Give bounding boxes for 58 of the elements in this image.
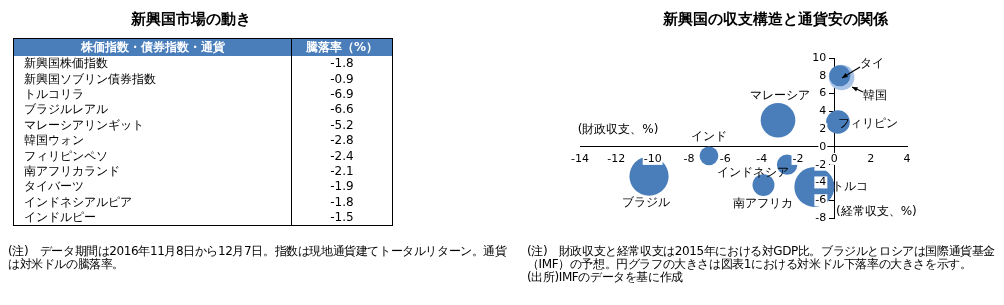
y-tick-label: 4 <box>819 104 827 118</box>
series-label: マレーシア <box>750 88 811 103</box>
text: (注) 財政収支と経常収支は2015年における対GDP比。ブラジルとロシアは国際通貨基金（IMF）の予想。円グラフの大きさは図表1における対米ドル下落率の大きさを示す。 <box>527 244 997 271</box>
text: (出所)IMFのデータを基に作成 <box>527 270 684 284</box>
x-tick-label: 4 <box>903 151 911 165</box>
x-tick-label: -12 <box>607 151 626 165</box>
data-label: -2.1 <box>291 163 393 180</box>
category-label: トルコリラ <box>23 86 85 103</box>
series-label: タイ <box>859 55 884 70</box>
category-label: 南アフリカランド <box>23 163 121 180</box>
y-tick-label: -4 <box>815 175 827 189</box>
x-tick-label: -10 <box>643 151 662 165</box>
data-label: -1.5 <box>291 209 393 226</box>
category-label: タイバーツ <box>23 179 85 195</box>
series-label: 南アフリカ <box>733 196 794 211</box>
series-label: インド <box>690 128 727 143</box>
category-label: マレーシアリンギット <box>23 117 145 133</box>
x-tick-label: -6 <box>719 151 731 165</box>
category-label: フィリピンペソ <box>23 148 109 164</box>
data-label: -5.2 <box>291 117 393 133</box>
text: 騰落率（%） <box>291 38 393 56</box>
series-label: ブラジル <box>622 195 671 210</box>
chart-title: 新興国の収支構造と通貨安の関係 <box>661 10 889 29</box>
category-label: 新興国ソブリン債券指数 <box>23 71 157 87</box>
y-tick-label: -8 <box>815 210 827 224</box>
y-tick-label: 0 <box>819 139 827 153</box>
x-tick-label: -14 <box>571 151 589 165</box>
data-label: -1.9 <box>291 179 393 195</box>
x-tick-label: 2 <box>867 151 875 165</box>
y-tick-label: -6 <box>815 193 827 207</box>
data-label: -2.8 <box>291 132 393 149</box>
y-axis-title: (経常収支、%) <box>835 204 917 219</box>
data-label: -1.8 <box>291 56 393 72</box>
x-tick-label: -2 <box>792 151 804 165</box>
y-tick-label: 6 <box>819 86 827 100</box>
category-label: ブラジルレアル <box>23 102 109 118</box>
series-label: フィリピン <box>837 116 898 131</box>
y-tick-label: 8 <box>819 68 827 82</box>
text: (注) データ期間は2016年11月8日から12月7日。指数は現地通貨建てトータルリターン。通貨は対米ドルの騰落率。 <box>8 244 508 271</box>
x-tick-label: -8 <box>683 151 695 165</box>
series-label: 韓国 <box>862 87 887 102</box>
category-label: インドネシアルピア <box>23 194 133 210</box>
data-label: -6.9 <box>291 86 393 103</box>
data-label: -6.6 <box>291 102 393 118</box>
category-label: 新興国株価指数 <box>23 56 109 72</box>
x-tick-label: -4 <box>756 151 768 165</box>
data-label: -1.8 <box>291 194 393 210</box>
data-label: -0.9 <box>291 71 393 87</box>
x-tick-label: 0 <box>830 151 838 165</box>
category-label: インドルピー <box>23 209 97 226</box>
series-label: トルコ <box>832 179 869 194</box>
text: 株価指数・債券指数・通貨 <box>13 38 292 56</box>
y-tick-label: 10 <box>812 50 827 64</box>
category-label: 韓国ウォン <box>23 132 85 149</box>
text: 新興国市場の動き <box>129 10 252 29</box>
data-label: -2.4 <box>291 148 393 164</box>
x-axis-title: (財政収支、%) <box>577 122 659 137</box>
y-tick-label: 2 <box>819 121 827 135</box>
